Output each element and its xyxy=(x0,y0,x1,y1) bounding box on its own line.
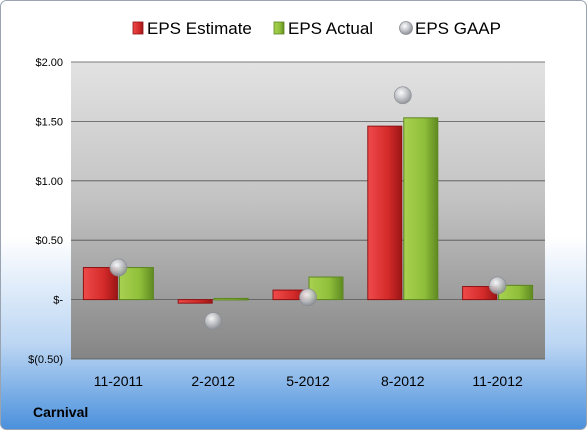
x-category-label: 2-2012 xyxy=(191,373,235,389)
gaap-markers xyxy=(109,86,507,330)
y-tick-label: $2.00 xyxy=(35,57,63,69)
y-tick-label: $1.00 xyxy=(35,176,63,188)
x-category-label: 11-2011 xyxy=(94,373,144,389)
bar-eps-actual xyxy=(308,276,344,301)
legend-eps-estimate: EPS Estimate xyxy=(132,19,252,38)
bars xyxy=(82,117,534,304)
bar-eps-actual xyxy=(213,297,249,301)
legend-swatch xyxy=(399,21,413,35)
x-axis-labels: 11-2011 2-2012 5-2012 8-2012 11-2012 xyxy=(94,373,523,389)
marker-eps-gaap xyxy=(393,86,412,105)
plot-area xyxy=(71,62,545,359)
y-tick-label: $1.50 xyxy=(35,116,63,128)
legend-eps-gaap: EPS GAAP xyxy=(399,19,501,38)
marker-eps-gaap xyxy=(299,288,317,307)
company-label: Carnival xyxy=(33,404,88,420)
y-axis-ticks: $2.00 $1.50 $1.00 $0.50 $- $(0.50) xyxy=(28,57,63,366)
legend: EPS Estimate EPS Actual EPS GAAP xyxy=(132,19,501,38)
x-category-label: 11-2012 xyxy=(472,373,523,389)
legend-eps-actual: EPS Actual xyxy=(273,19,373,38)
legend-label: EPS GAAP xyxy=(415,19,501,38)
x-category-label: 5-2012 xyxy=(286,373,330,389)
marker-eps-gaap xyxy=(204,312,223,330)
bar-eps-actual xyxy=(403,117,439,301)
x-category-label: 8-2012 xyxy=(381,373,425,389)
gridlines xyxy=(71,61,545,360)
y-tick-label: $0.50 xyxy=(35,235,63,247)
marker-eps-gaap xyxy=(109,258,128,277)
y-tick-label: $- xyxy=(53,295,63,307)
y-tick-label: $(0.50) xyxy=(28,354,63,366)
bar-eps-estimate xyxy=(177,299,213,304)
legend-label: EPS Actual xyxy=(288,19,373,38)
legend-label: EPS Estimate xyxy=(147,19,252,38)
legend-swatch xyxy=(273,21,285,35)
bar-eps-estimate xyxy=(367,125,403,301)
legend-swatch xyxy=(132,21,144,35)
marker-eps-gaap xyxy=(488,276,507,295)
